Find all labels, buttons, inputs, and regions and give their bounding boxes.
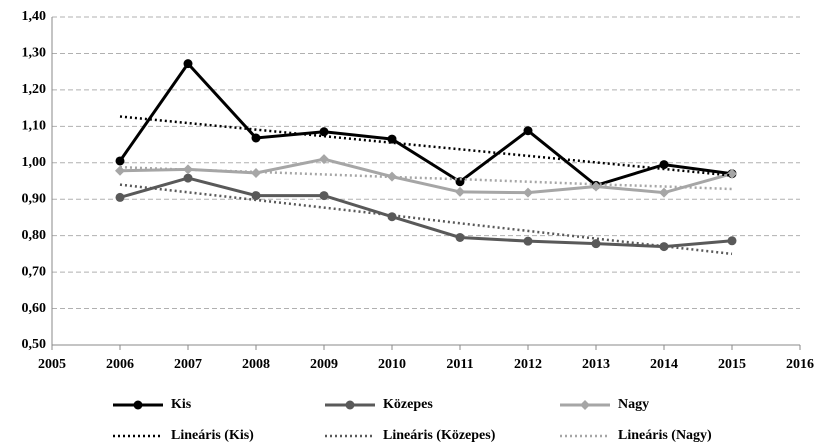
legend-marker xyxy=(133,400,143,410)
data-point xyxy=(251,133,261,143)
data-point xyxy=(455,177,465,187)
legend-label: Nagy xyxy=(618,397,649,412)
data-point xyxy=(591,239,601,249)
legend-label: Lineáris (Közepes) xyxy=(383,428,496,443)
data-point xyxy=(183,164,193,175)
data-point xyxy=(251,191,261,201)
legend-label: Kis xyxy=(171,397,192,412)
data-point xyxy=(455,232,465,242)
data-point xyxy=(523,126,533,136)
x-tick-label: 2010 xyxy=(378,357,406,372)
data-point xyxy=(659,187,669,198)
data-point xyxy=(387,171,397,182)
data-point xyxy=(523,187,533,198)
data-point xyxy=(455,186,465,197)
series-line xyxy=(119,176,733,249)
x-tick-label: 2007 xyxy=(174,357,202,372)
x-tick-label: 2009 xyxy=(310,357,338,372)
data-point xyxy=(727,236,737,246)
legend-marker xyxy=(345,400,355,410)
x-tick-label: 2006 xyxy=(106,357,134,372)
data-point xyxy=(659,242,669,252)
data-point xyxy=(319,191,329,201)
series-line xyxy=(119,183,733,256)
y-tick-label: 1,00 xyxy=(22,155,47,170)
y-tick-label: 1,20 xyxy=(22,82,47,97)
data-point xyxy=(115,192,125,202)
data-point xyxy=(523,236,533,246)
legend-label: Lineáris (Kis) xyxy=(171,428,254,443)
data-point xyxy=(183,173,193,183)
series-line xyxy=(119,165,733,191)
y-tick-label: 0,50 xyxy=(22,337,47,352)
y-tick-label: 0,90 xyxy=(22,191,47,206)
data-point xyxy=(727,168,737,179)
data-point xyxy=(115,165,125,176)
y-tick-label: 1,40 xyxy=(22,9,47,24)
legend-label: Közepes xyxy=(383,397,433,412)
y-tick-label: 0,60 xyxy=(22,301,47,316)
x-tick-label: 2013 xyxy=(582,357,610,372)
y-tick-label: 0,80 xyxy=(22,228,47,243)
series-line xyxy=(118,61,733,188)
x-tick-label: 2014 xyxy=(650,357,678,372)
legend-marker xyxy=(580,400,590,410)
data-point xyxy=(319,154,329,165)
legend-label: Lineáris (Nagy) xyxy=(618,428,712,443)
data-point xyxy=(659,160,669,170)
x-tick-label: 2008 xyxy=(242,357,270,372)
x-tick-label: 2015 xyxy=(718,357,746,372)
y-tick-label: 1,30 xyxy=(22,46,47,61)
data-point xyxy=(319,127,329,137)
x-tick-label: 2016 xyxy=(786,357,814,372)
data-point xyxy=(591,181,601,192)
y-tick-label: 1,10 xyxy=(22,119,47,134)
x-tick-label: 2005 xyxy=(38,357,66,372)
series-line xyxy=(119,115,733,177)
data-point xyxy=(183,59,193,69)
data-point xyxy=(387,212,397,222)
x-tick-label: 2012 xyxy=(514,357,542,372)
x-tick-label: 2011 xyxy=(446,357,473,372)
series-line xyxy=(119,157,733,195)
y-tick-label: 0,70 xyxy=(22,264,47,279)
data-point xyxy=(115,156,125,166)
